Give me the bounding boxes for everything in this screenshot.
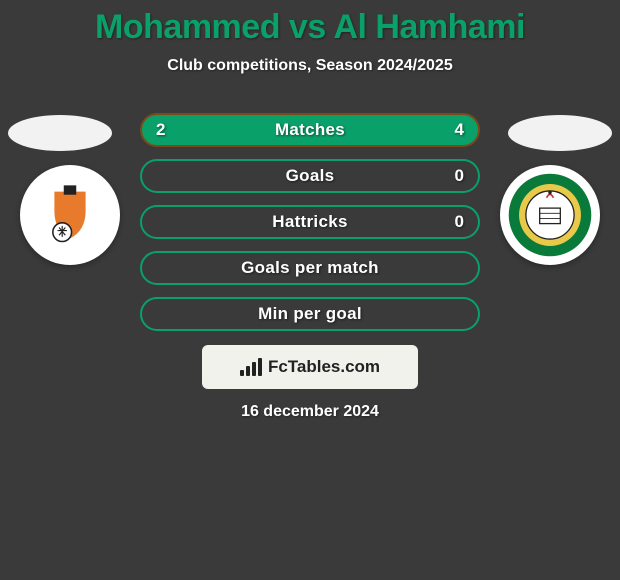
- stat-label: Goals: [286, 166, 335, 186]
- stat-row: Goals 0: [140, 159, 480, 193]
- subtitle: Club competitions, Season 2024/2025: [0, 57, 620, 75]
- stat-value-right: 4: [455, 120, 464, 140]
- brand-box: FcTables.com: [202, 345, 418, 389]
- club-right-icon: [507, 172, 593, 258]
- page-title: Mohammed vs Al Hamhami: [0, 0, 620, 47]
- stat-row: Hattricks 0: [140, 205, 480, 239]
- club-badge-left: [20, 165, 120, 265]
- stat-label: Matches: [275, 120, 345, 140]
- stats-area: 2 Matches 4 Goals 0 Hattricks 0 Goals per match…: [0, 113, 620, 331]
- stat-label: Min per goal: [258, 304, 362, 324]
- stat-value-left: 2: [156, 120, 165, 140]
- stat-row: 2 Matches 4: [140, 113, 480, 147]
- stat-value-right: 0: [455, 166, 464, 186]
- club-badge-right: [500, 165, 600, 265]
- brand-text: FcTables.com: [268, 357, 380, 377]
- stat-value-right: 0: [455, 212, 464, 232]
- stat-label: Hattricks: [272, 212, 347, 232]
- club-left-icon: [31, 176, 109, 254]
- title-player-right: Al Hamhami: [333, 8, 525, 46]
- date-text: 16 december 2024: [0, 403, 620, 421]
- stat-row: Min per goal: [140, 297, 480, 331]
- title-vs: vs: [289, 8, 326, 46]
- flag-right-placeholder: [508, 115, 612, 151]
- stat-row: Goals per match: [140, 251, 480, 285]
- stat-label: Goals per match: [241, 258, 379, 278]
- brand-bar-icon: [240, 358, 262, 376]
- title-player-left: Mohammed: [95, 8, 280, 46]
- flag-left-placeholder: [8, 115, 112, 151]
- stat-rows: 2 Matches 4 Goals 0 Hattricks 0 Goals per match…: [140, 113, 480, 331]
